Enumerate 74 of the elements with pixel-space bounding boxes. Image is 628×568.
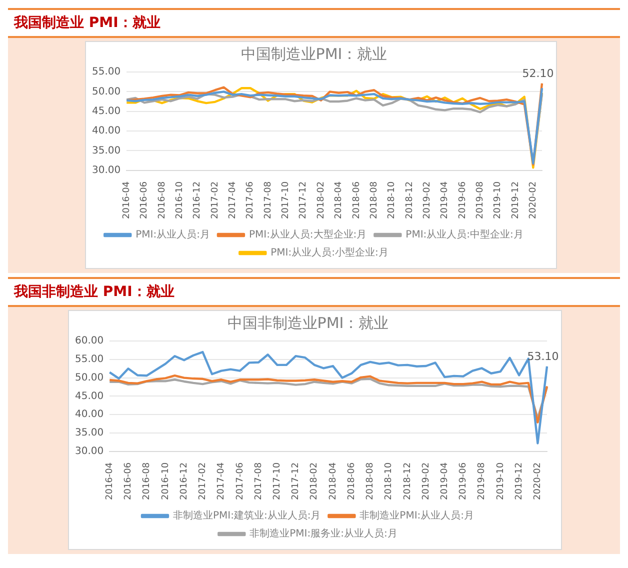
x-tick-label: 2017-12	[291, 462, 302, 500]
x-tick-label: 2016-04	[104, 462, 115, 500]
x-tick-label: 2016-10	[160, 462, 171, 500]
x-tick-label: 2019-06	[458, 181, 468, 220]
y-tick-label: 60.00	[74, 336, 104, 347]
x-tick-label: 2019-10	[496, 462, 506, 500]
x-tick-label: 2018-02	[310, 462, 320, 500]
x-tick-label: 2019-06	[458, 462, 469, 500]
legend-label: 非制造业PMI:服务业:从业人员:月	[250, 528, 398, 540]
x-tick-label: 2019-10	[493, 181, 504, 220]
legend-label: PMI:从业人员:大型企业:月	[248, 228, 367, 241]
y-tick-label: 35.00	[92, 145, 121, 156]
x-tick-label: 2016-12	[192, 181, 203, 220]
x-tick-label: 2019-02	[421, 462, 432, 500]
y-tick-label: 50.00	[74, 372, 104, 384]
x-tick-label: 2017-08	[263, 181, 274, 220]
x-tick-label: 2017-12	[298, 181, 309, 220]
x-tick-label: 2016-04	[122, 181, 132, 220]
y-tick-label: 45.00	[74, 390, 104, 402]
x-tick-label: 2017-04	[216, 462, 227, 500]
x-tick-label: 2019-02	[422, 181, 432, 220]
chart-subtitle: 中国制造业PMI：就业	[240, 44, 388, 63]
y-tick-label: 55.00	[74, 354, 104, 365]
data-label: 53.10	[527, 350, 559, 363]
x-tick-label: 2018-12	[402, 462, 413, 500]
x-tick-label: 2019-12	[514, 462, 524, 500]
legend-label: PMI:从业人员:中型企业:月	[406, 228, 524, 241]
x-tick-label: 2016-08	[142, 462, 152, 500]
x-tick-label: 2017-06	[235, 462, 246, 500]
x-tick-label: 2018-02	[316, 181, 326, 220]
legend-label: 非制造业PMI:从业人员:月	[360, 510, 474, 522]
x-tick-label: 2018-06	[346, 462, 357, 500]
x-tick-label: 2019-08	[475, 181, 486, 220]
x-tick-label: 2019-12	[510, 181, 521, 220]
chart-subtitle: 中国非制造业PMI：就业	[227, 314, 389, 332]
legend-label: PMI:从业人员:月	[136, 228, 210, 241]
x-tick-label: 2018-08	[366, 462, 376, 500]
x-tick-label: 2018-04	[334, 181, 344, 220]
x-tick-label: 2017-04	[228, 181, 238, 220]
x-tick-label: 2016-08	[157, 181, 168, 220]
x-tick-label: 2016-12	[179, 462, 190, 500]
x-tick-label: 2019-04	[440, 181, 450, 220]
y-tick-label: 35.00	[74, 428, 104, 439]
y-tick-label: 40.00	[74, 409, 104, 420]
y-tick-label: 30.00	[74, 446, 104, 457]
x-tick-label: 2020-02	[528, 181, 539, 220]
x-tick-label: 2017-02	[210, 181, 220, 220]
x-tick-label: 2017-10	[272, 462, 282, 500]
legend-label: PMI:从业人员:小型企业:月	[270, 246, 388, 259]
chart-title: 我国非制造业 PMI：就业	[8, 277, 620, 307]
x-tick-label: 2017-08	[254, 462, 264, 500]
x-tick-label: 2017-10	[281, 181, 292, 220]
x-tick-label: 2018-10	[387, 181, 398, 220]
y-tick-label: 50.00	[92, 86, 121, 98]
x-tick-label: 2020-02	[533, 462, 544, 500]
x-tick-label: 2016-06	[124, 462, 134, 500]
chart-title: 我国制造业 PMI：就业	[8, 8, 620, 38]
y-tick-label: 45.00	[92, 106, 121, 117]
y-tick-label: 30.00	[92, 164, 121, 176]
x-tick-label: 2016-10	[175, 181, 185, 220]
x-tick-label: 2017-06	[246, 181, 256, 220]
x-tick-label: 2016-06	[140, 181, 150, 220]
x-tick-label: 2018-04	[328, 462, 338, 500]
y-tick-label: 55.00	[92, 66, 121, 78]
x-tick-label: 2019-08	[477, 462, 488, 500]
x-tick-label: 2018-12	[404, 181, 415, 220]
data-label: 52.10	[522, 66, 554, 80]
x-tick-label: 2018-06	[352, 181, 362, 220]
x-tick-label: 2017-02	[198, 462, 208, 500]
x-tick-label: 2019-04	[440, 462, 450, 500]
x-tick-label: 2018-10	[384, 462, 394, 500]
y-tick-label: 40.00	[92, 126, 121, 137]
legend-label: 非制造业PMI:建筑业:从业人员:月	[172, 510, 321, 522]
x-tick-label: 2018-08	[369, 181, 380, 220]
